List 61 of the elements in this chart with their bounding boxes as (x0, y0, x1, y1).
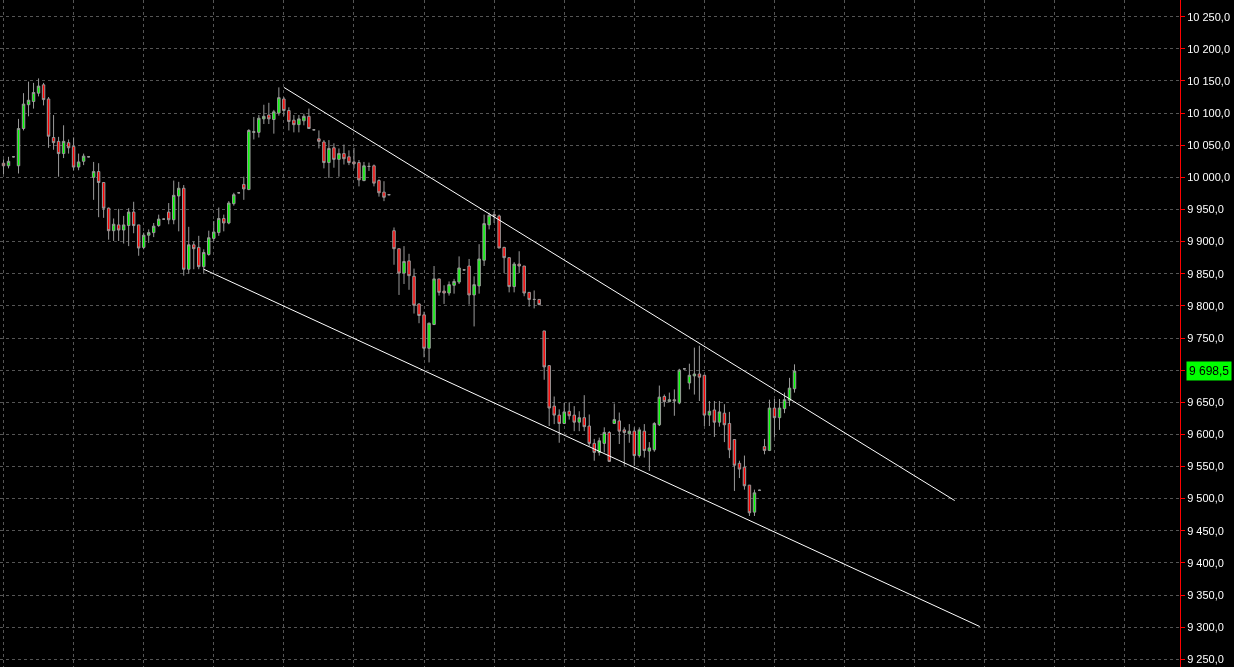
candlestick (697, 345, 702, 402)
candlestick (6, 156, 11, 169)
candlestick (777, 398, 782, 431)
candlestick (737, 460, 742, 479)
y-tick-label: 9 550,0 (1187, 460, 1224, 473)
candlestick (26, 81, 31, 117)
candlestick (692, 347, 697, 396)
y-tick-label: 9 850,0 (1187, 267, 1224, 280)
candlestick (61, 124, 66, 159)
candlestick (782, 392, 787, 414)
candlestick (702, 374, 707, 427)
candlestick (16, 118, 21, 174)
candlestick (772, 398, 777, 439)
y-tick-label: 9 500,0 (1187, 492, 1224, 505)
candlestick (712, 400, 717, 438)
y-tick-label: 9 650,0 (1187, 396, 1224, 409)
candlestick (81, 153, 86, 166)
candlestick (687, 363, 692, 390)
candlestick (792, 363, 797, 394)
y-tick-label: 9 450,0 (1187, 524, 1224, 537)
y-tick-label: 9 600,0 (1187, 428, 1224, 441)
candlestick (367, 162, 371, 172)
candlestick (742, 455, 747, 491)
candlestick (56, 136, 61, 178)
y-tick-label: 10 200,0 (1187, 42, 1231, 55)
text: 9 698,5 (1189, 364, 1230, 378)
candlestick (31, 82, 36, 110)
y-tick-label: 9 350,0 (1187, 588, 1224, 601)
y-tick-label: 9 750,0 (1187, 331, 1224, 344)
candlestick (41, 82, 46, 106)
y-tick-label: 10 150,0 (1187, 74, 1231, 87)
y-tick-label: 9 950,0 (1187, 203, 1224, 216)
candlestick (707, 400, 712, 427)
y-tick-label: 10 250,0 (1187, 10, 1231, 23)
y-tick-label: 10 050,0 (1187, 139, 1231, 152)
y-tick-label: 9 800,0 (1187, 299, 1224, 312)
candlestick (71, 137, 76, 171)
candlestick (46, 96, 51, 149)
candlestick (732, 439, 737, 492)
y-tick-label: 9 900,0 (1187, 235, 1224, 248)
candlestick (762, 438, 767, 455)
candlestick (66, 138, 71, 155)
candlestick (767, 399, 772, 452)
candlestick (537, 298, 541, 306)
candlestick (787, 377, 792, 407)
y-tick-label: 10 100,0 (1187, 106, 1231, 119)
candlestick (21, 92, 26, 131)
candlestick (1, 158, 6, 175)
y-tick-label: 9 400,0 (1187, 556, 1224, 569)
y-tick-label: 9 250,0 (1187, 653, 1224, 666)
y-tick-label: 10 000,0 (1187, 171, 1231, 184)
candlestick (752, 489, 757, 517)
candlestick (722, 403, 727, 443)
candlestick (36, 77, 41, 97)
candlestick (156, 214, 161, 228)
candlestick (717, 400, 722, 428)
candlestick (51, 114, 56, 151)
candlestick (76, 153, 81, 171)
candlestick (532, 289, 536, 309)
candlestick (727, 411, 732, 459)
y-tick-label: 9 300,0 (1187, 621, 1224, 634)
